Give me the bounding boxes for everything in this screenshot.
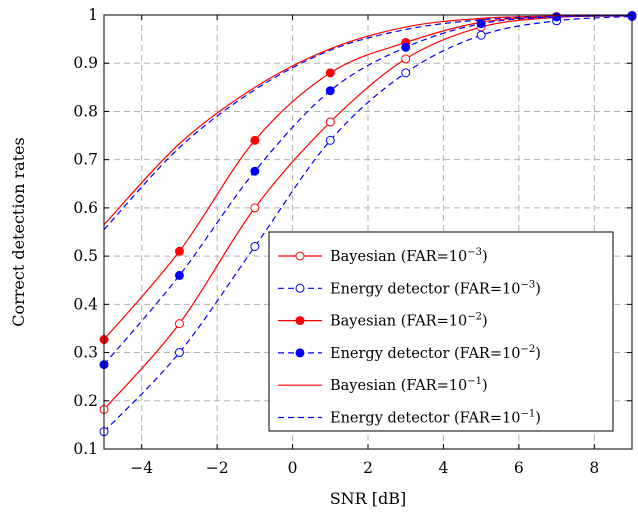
data-point: [174, 270, 184, 280]
data-point: [250, 135, 260, 145]
legend-box: [268, 231, 614, 432]
series-line: [103, 14, 633, 226]
data-point: [250, 203, 260, 213]
legend-item: Bayesian (FAR=10−3): [278, 247, 488, 265]
legend-label: Bayesian (FAR=10−3): [330, 247, 488, 265]
y-tick-label: 0.4: [73, 295, 98, 313]
legend-item: Energy detector (FAR=10−2): [278, 344, 541, 362]
y-tick-label: 0.8: [73, 102, 98, 120]
legend-label: Energy detector (FAR=10−1): [330, 409, 541, 427]
legend-marker: [295, 316, 305, 326]
series-line: [103, 14, 633, 365]
x-tick-label: 8: [589, 459, 599, 477]
legend-marker: [295, 251, 305, 261]
legend-label: Energy detector (FAR=10−2): [330, 344, 541, 362]
data-point: [250, 241, 260, 251]
x-tick-label: 6: [514, 459, 524, 477]
data-point: [174, 348, 184, 358]
x-tick-label: −4: [130, 459, 153, 477]
legend-item: Energy detector (FAR=10−1): [278, 409, 541, 427]
x-tick-label: 2: [363, 459, 373, 477]
y-tick-label: 0.2: [73, 392, 98, 410]
series-layer: [99, 10, 637, 437]
legend-item: Bayesian (FAR=10−2): [278, 312, 488, 330]
legend-item: Energy detector (FAR=10−3): [278, 279, 541, 297]
y-tick-label: 0.6: [73, 199, 98, 217]
x-tick-label: −2: [206, 459, 229, 477]
data-point: [401, 42, 411, 52]
series-line: [103, 15, 633, 433]
data-point: [401, 54, 411, 64]
legend-item: Bayesian (FAR=10−1): [278, 376, 488, 394]
data-point: [476, 19, 486, 29]
y-tick-label: 0.9: [73, 54, 98, 72]
data-point: [325, 86, 335, 96]
data-point: [250, 166, 260, 176]
legend-label: Bayesian (FAR=10−2): [330, 312, 488, 330]
data-point: [174, 319, 184, 329]
legend-marker: [295, 283, 305, 293]
data-point: [325, 68, 335, 78]
series-6: [103, 14, 633, 230]
series-5: [103, 14, 633, 226]
data-point: [174, 246, 184, 256]
x-tick-label: 4: [438, 459, 448, 477]
data-point: [325, 135, 335, 145]
y-tick-label: 0.5: [73, 247, 98, 265]
y-tick-label: 1: [88, 6, 98, 24]
y-tick-label: 0.7: [73, 151, 98, 169]
legend-marker: [295, 348, 305, 358]
ticks: −4 −2 0 2 4 6 8 0.1 0.2 0.3 0.4 0.5 0.6 0.7 0.8 0.9 1: [73, 6, 632, 477]
legend-label: Bayesian (FAR=10−1): [330, 376, 488, 394]
y-tick-label: 0.1: [73, 440, 98, 458]
y-tick-label: 0.3: [73, 344, 98, 362]
legend-label: Energy detector (FAR=10−3): [330, 279, 541, 297]
data-point: [476, 30, 486, 40]
series-line: [103, 14, 633, 230]
data-point: [401, 68, 411, 78]
data-point: [325, 117, 335, 127]
x-tick-label: 0: [288, 459, 298, 477]
legend: Bayesian (FAR=10−3) Energy detector (FAR=…: [268, 231, 614, 432]
y-axis-title: Correct detection rates: [9, 137, 28, 327]
x-axis-title: SNR [dB]: [330, 489, 407, 508]
